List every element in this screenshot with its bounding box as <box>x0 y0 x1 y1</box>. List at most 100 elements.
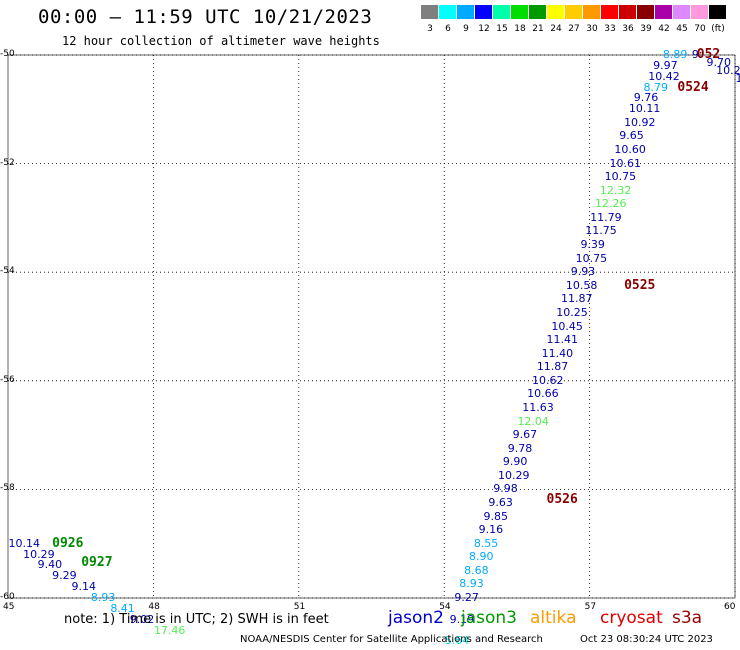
wave-height-label: 9.19 <box>449 612 475 626</box>
map-frame <box>7 54 736 599</box>
wave-height-label: 10.61 <box>609 156 642 170</box>
x-tick-label: 45 <box>3 602 15 612</box>
wave-height-label: 8.93 <box>459 577 484 591</box>
wave-height-label: 12.04 <box>517 414 549 428</box>
wave-height-label: 10.45 <box>551 319 583 333</box>
wave-height-label: 9.39 <box>580 238 605 252</box>
pass-time-marker: 052 <box>696 47 721 62</box>
legend-label: 18 <box>514 24 526 34</box>
x-tick-label: 51 <box>293 602 306 612</box>
wave-height-label: 8.55 <box>473 536 499 550</box>
wave-height-label: 9.14 <box>71 580 97 594</box>
wave-height-label: 10. <box>735 72 740 86</box>
legend-swatch <box>637 5 654 19</box>
wave-height-label: 11.40 <box>541 346 574 360</box>
legend-label: 70 <box>694 24 706 34</box>
wave-height-label: 9.78 <box>507 441 533 455</box>
legend-label: 12 <box>478 24 490 34</box>
wave-height-label: 9.70 <box>706 56 731 70</box>
wave-height-label: 9.76 <box>633 91 659 105</box>
wave-height-label: 9.85 <box>483 509 509 523</box>
x-tick-label: 60 <box>724 602 736 612</box>
wave-height-label: 8.90 <box>468 550 494 564</box>
wave-height-label: 8.41 <box>110 601 135 615</box>
wave-height-label: 12.32 <box>599 183 632 197</box>
wave-height-label: 10.60 <box>614 143 646 157</box>
y-tick-label: -58 <box>0 483 15 494</box>
wave-height-label: 9.27 <box>454 591 479 604</box>
y-tick-label: -56 <box>0 374 15 385</box>
x-tick-label: 54 <box>439 602 451 612</box>
legend-label: 9 <box>463 24 469 34</box>
legend-swatch <box>673 5 690 19</box>
x-tick-label: 57 <box>584 602 597 612</box>
wave-height-label: 12.26 <box>594 197 627 211</box>
legend-swatch <box>529 5 546 19</box>
satellite-name: cryosat <box>600 608 663 628</box>
legend-label: 6 <box>445 24 451 34</box>
wave-height-label: 10.29 <box>498 468 530 482</box>
wave-height-label: 8.68 <box>464 563 489 577</box>
wave-height-label: 5.64 <box>444 634 470 648</box>
legend-swatch <box>439 5 456 19</box>
satellite-name: s3a <box>672 608 703 628</box>
y-tick-label: -60 <box>0 592 15 602</box>
legend-swatch <box>475 5 492 19</box>
wave-height-label: 10.14 <box>8 536 41 550</box>
legend-swatch <box>655 5 672 19</box>
map-subtitle: 12 hour collection of altimeter wave hei… <box>62 34 380 48</box>
wave-height-label: 9.16 <box>478 523 504 537</box>
legend-swatch <box>601 5 618 19</box>
legend-label: 42 <box>658 24 670 34</box>
legend-label: 36 <box>622 24 634 34</box>
legend-label: 24 <box>550 24 562 34</box>
legend-label: 27 <box>568 24 580 34</box>
map-title: 00:00 – 11:59 UTC 10/21/2023 <box>38 6 373 28</box>
y-tick-label: -54 <box>0 266 15 277</box>
wave-height-label: 10.25 <box>556 305 588 319</box>
pass-time-marker: 0524 <box>677 79 709 95</box>
wave-height-label: 10.11 <box>628 102 661 116</box>
legend-swatch <box>547 5 564 19</box>
legend-swatch <box>565 5 582 19</box>
wave-height-label: 9.98 <box>493 482 518 496</box>
satellite-name: jason3 <box>461 608 517 628</box>
legend-label: (ft) <box>711 24 725 34</box>
wave-height-label: 11.63 <box>522 400 554 414</box>
wave-height-label: 9.29 <box>52 569 77 583</box>
legend-label: 30 <box>586 24 598 34</box>
footer-note: note: 1) Time is in UTC; 2) SWH is in fe… <box>64 612 329 627</box>
legend-label: 39 <box>640 24 652 34</box>
wave-height-label: 9.90 <box>502 455 528 469</box>
pass-time-marker: 0526 <box>546 492 578 508</box>
pass-time-marker: 0927 <box>81 554 113 570</box>
wave-height-label: 9.97 <box>653 58 678 72</box>
x-tick-label: 48 <box>148 602 160 612</box>
wave-height-label: 10.2 <box>716 64 740 78</box>
wave-height-label: 10.29 <box>23 547 55 561</box>
wave-height-label: 17.46 <box>153 623 186 637</box>
wave-height-label: 8.93 <box>90 591 116 604</box>
wave-height-label: 9. <box>691 48 703 61</box>
legend-label: 45 <box>676 24 688 34</box>
wave-height-label: 11.75 <box>585 224 617 238</box>
wave-height-label: 8.79 <box>643 80 668 94</box>
wave-height-label: 9.40 <box>37 558 63 572</box>
legend-label: 3 <box>427 24 433 34</box>
legend-swatch <box>493 5 510 19</box>
wave-height-label: 11.87 <box>561 292 593 306</box>
legend-label: 33 <box>604 24 616 34</box>
footer-timestamp: Oct 23 08:30:24 UTC 2023 <box>580 634 713 645</box>
wave-height-label: 9.67 <box>512 428 538 442</box>
satellite-name: altika <box>530 608 577 628</box>
wave-height-label: 10.75 <box>604 170 637 184</box>
wave-height-label: 11.79 <box>590 210 622 224</box>
legend-swatch <box>511 5 528 19</box>
pass-time-marker: 0926 <box>52 535 84 551</box>
wave-height-label: 10.66 <box>527 387 559 401</box>
legend-swatch <box>457 5 474 19</box>
wave-height-label: 10.42 <box>648 69 680 83</box>
pass-time-marker: 0525 <box>624 277 656 293</box>
legend-swatch <box>619 5 636 19</box>
